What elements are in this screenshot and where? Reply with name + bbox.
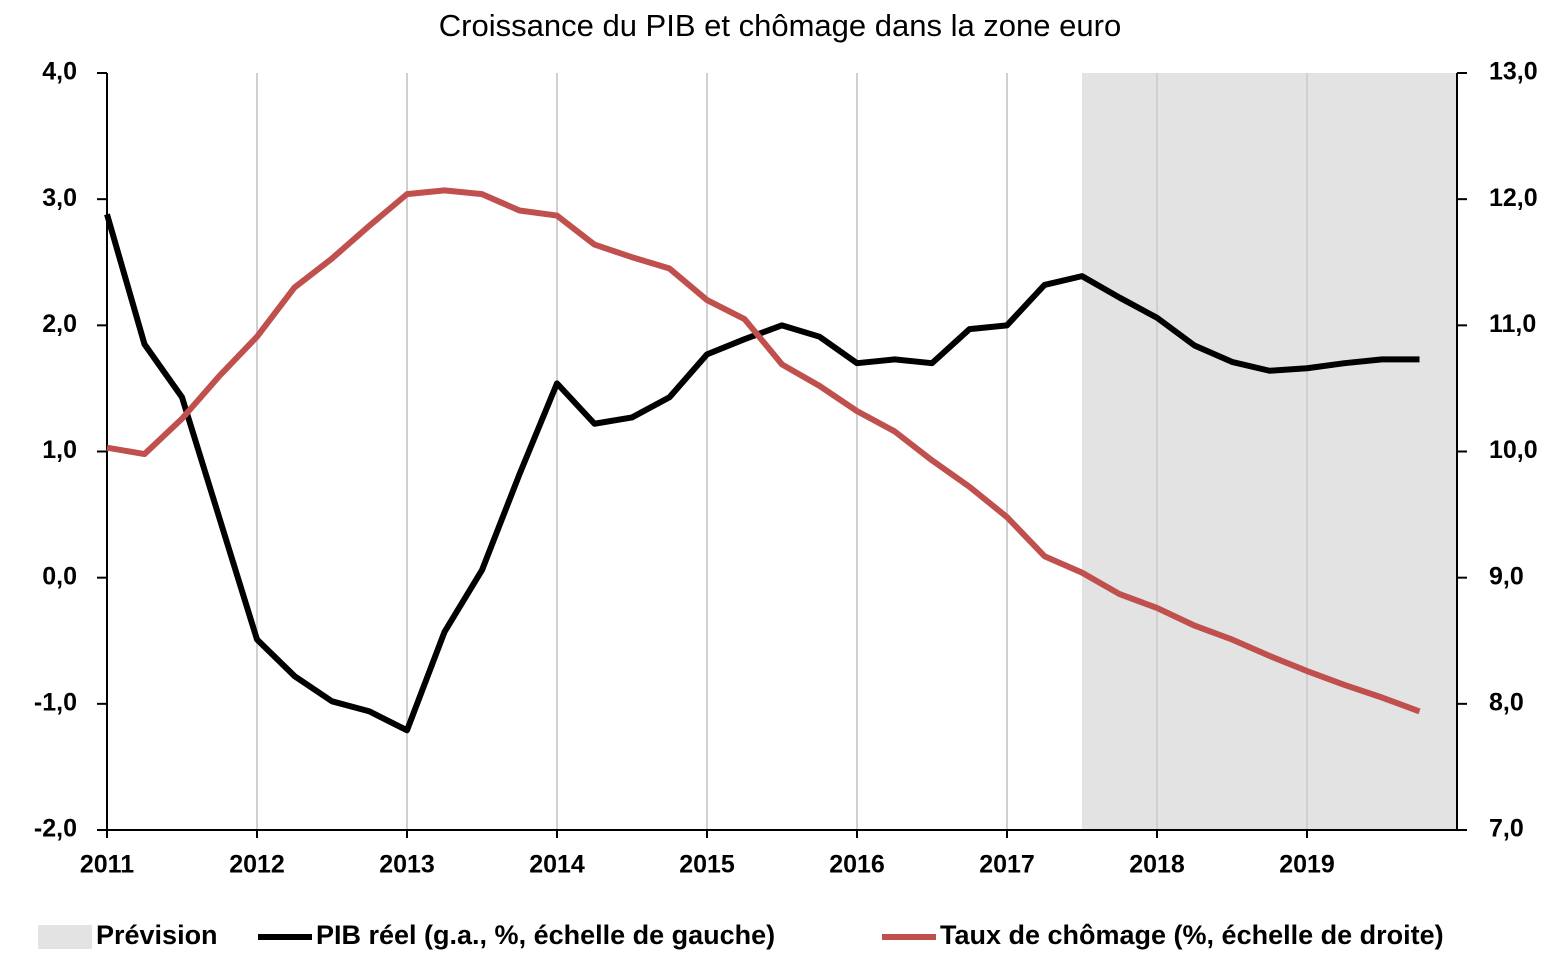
y2-tick-label: 7,0 (1489, 815, 1524, 843)
x-tick-label: 2011 (80, 851, 134, 879)
legend-swatch (38, 925, 92, 949)
legend-label: Taux de chômage (%, échelle de droite) (940, 920, 1444, 950)
y-tick-label: -1,0 (34, 688, 77, 716)
chart-title: Croissance du PIB et chômage dans la zon… (439, 8, 1121, 43)
x-tick-label: 2016 (829, 851, 885, 879)
x-tick-label: 2017 (979, 851, 1035, 879)
y-tick-label: 3,0 (42, 184, 77, 212)
y2-tick-label: 12,0 (1489, 184, 1538, 212)
y2-tick-label: 9,0 (1489, 562, 1524, 590)
y2-tick-label: 10,0 (1489, 436, 1538, 464)
line-series (104, 213, 1420, 734)
y-tick-label: 1,0 (42, 436, 77, 464)
y-tick-label: 0,0 (42, 562, 77, 590)
y-tick-label: -2,0 (34, 815, 77, 843)
x-tick-label: 2019 (1279, 851, 1335, 879)
x-tick-label: 2014 (529, 851, 585, 879)
y-tick-label: 2,0 (42, 310, 77, 338)
line-series (106, 187, 1421, 715)
y-tick-label: 4,0 (42, 58, 77, 86)
x-tick-label: 2018 (1129, 851, 1185, 879)
y2-tick-label: 13,0 (1489, 58, 1538, 86)
legend-label: PIB réel (g.a., %, échelle de gauche) (316, 920, 775, 950)
y2-tick-label: 8,0 (1489, 688, 1524, 716)
x-tick-label: 2013 (379, 851, 435, 879)
x-tick-label: 2012 (229, 851, 285, 879)
x-tick-label: 2015 (679, 851, 735, 879)
forecast-region (1082, 73, 1457, 830)
y2-tick-label: 11,0 (1489, 310, 1536, 338)
legend-label: Prévision (96, 920, 218, 950)
